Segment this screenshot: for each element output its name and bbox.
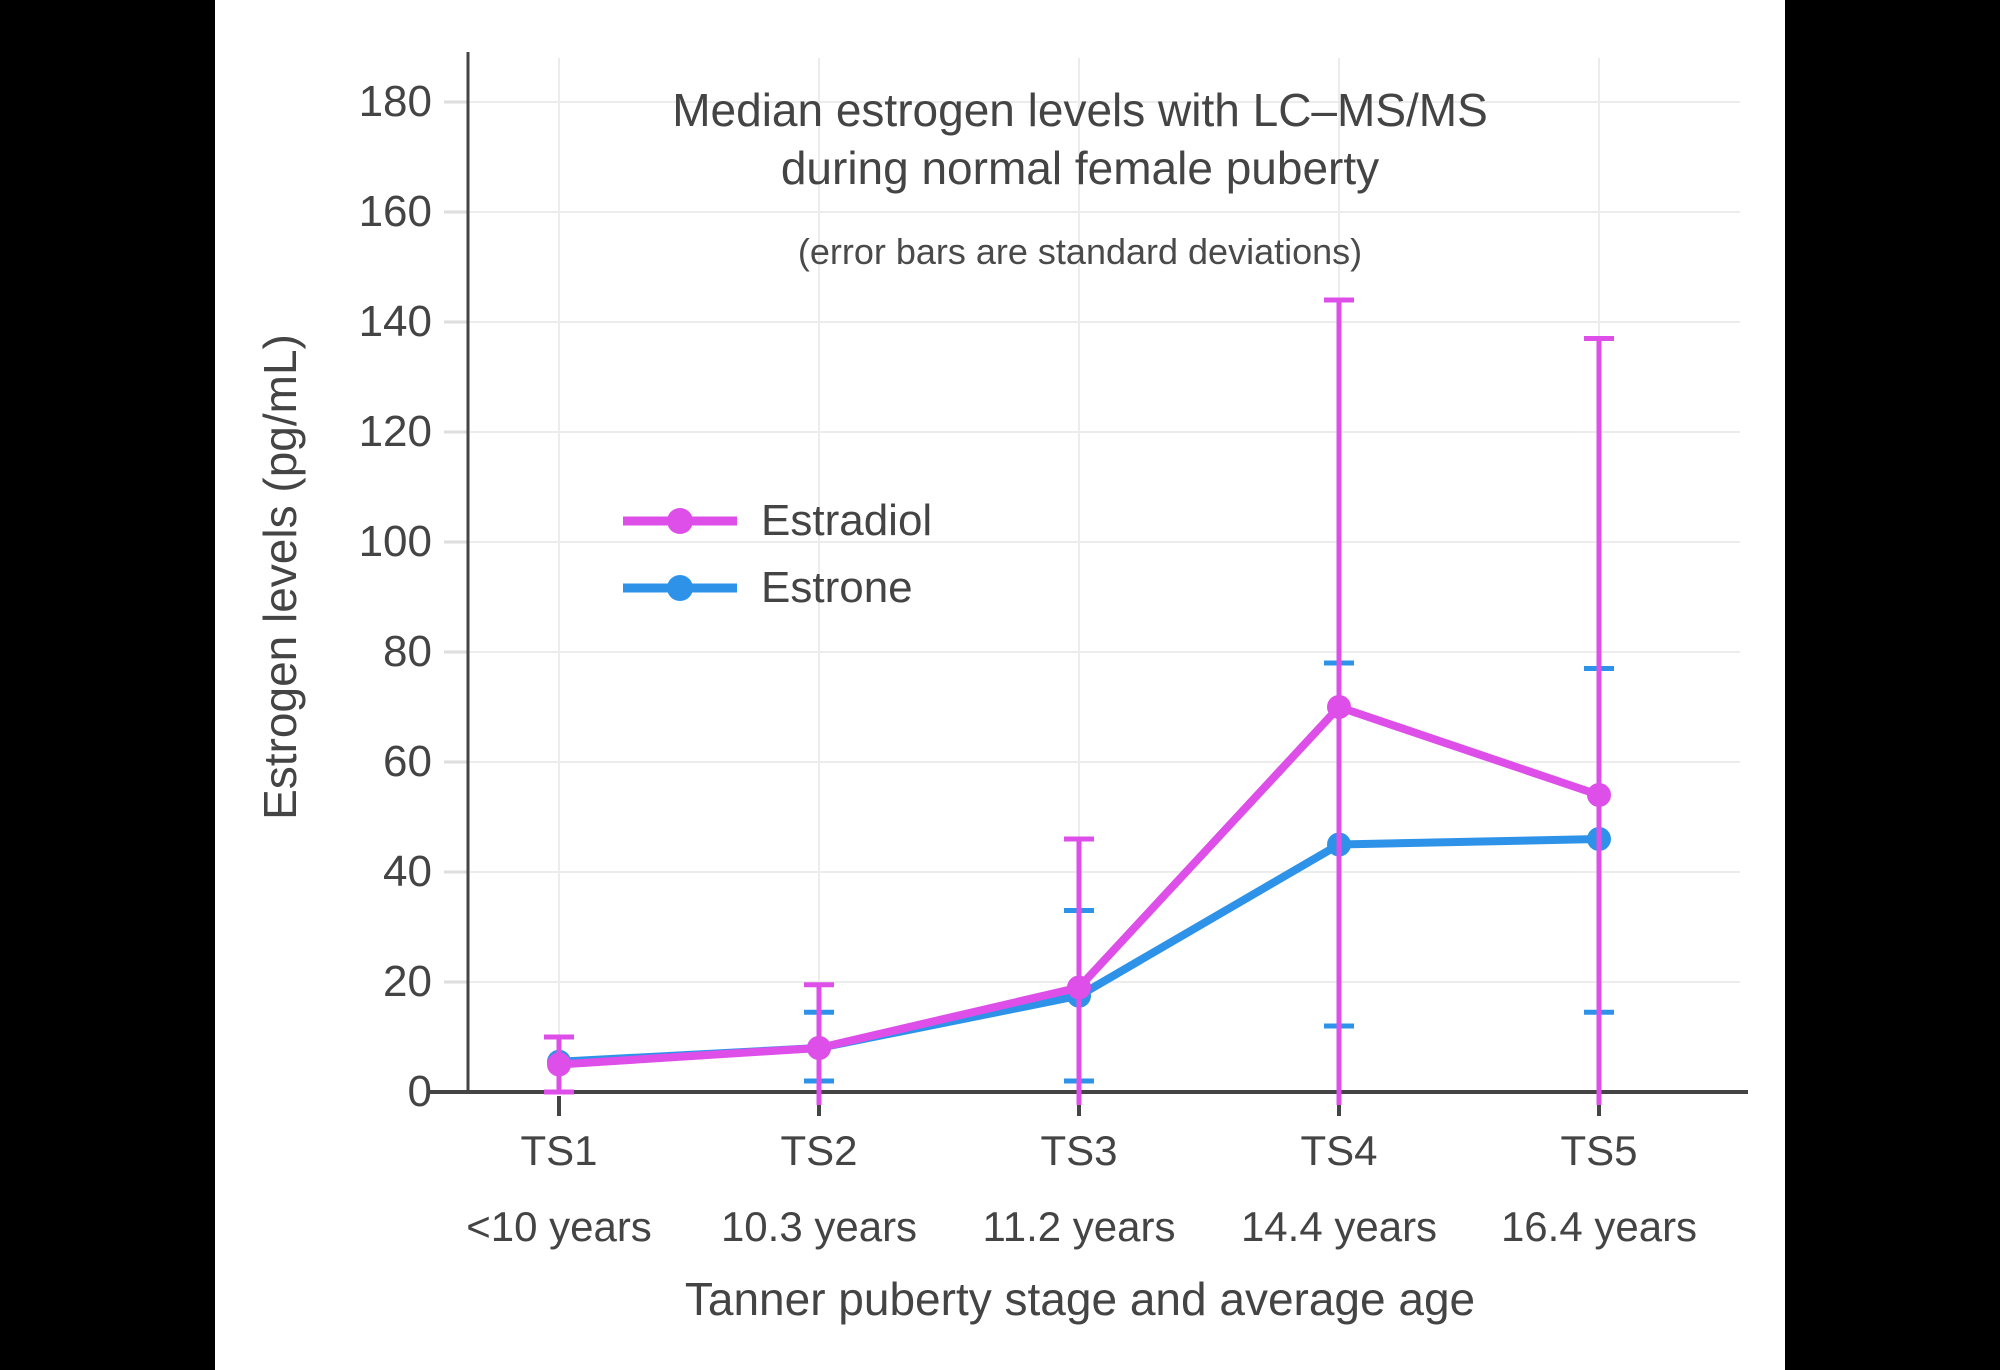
- chart-title-line2: during normal female puberty: [780, 142, 1380, 194]
- y-tick-label: 180: [358, 77, 432, 126]
- legend-marker-dot: [667, 508, 693, 534]
- y-tick-label: 0: [407, 1067, 432, 1116]
- chart-title-line1: Median estrogen levels with LC–MS/MS: [672, 84, 1488, 136]
- x-age-label: 16.4 years: [1500, 1203, 1698, 1250]
- x-axis-title: Tanner puberty stage and average age: [684, 1273, 1476, 1325]
- y-tick-label: 60: [383, 737, 432, 786]
- x-category-label: TS1: [520, 1127, 598, 1174]
- chart-subtitle: (error bars are standard deviations): [797, 231, 1363, 272]
- x-age-label: 11.2 years: [982, 1203, 1176, 1250]
- x-age-label: <10 years: [466, 1203, 652, 1250]
- y-tick-label: 140: [358, 297, 432, 346]
- x-category-label: TS2: [780, 1127, 858, 1174]
- legend-item-estradiol: Estradiol: [623, 496, 932, 546]
- y-tick-label: 80: [383, 627, 432, 676]
- estradiol-legend-swatch: [623, 508, 737, 534]
- legend-label: Estrone: [761, 563, 913, 612]
- legend-marker-dot: [667, 575, 693, 601]
- x-age-label: 10.3 years: [720, 1203, 918, 1250]
- estrone-legend-swatch: [623, 575, 737, 601]
- y-tick-label: 120: [358, 407, 432, 456]
- estradiol-marker: [547, 1052, 571, 1077]
- x-category-label: TS5: [1560, 1127, 1638, 1174]
- estradiol-marker: [1067, 975, 1091, 1000]
- x-category-label: TS3: [1040, 1127, 1118, 1174]
- estradiol-marker: [807, 1036, 831, 1060]
- y-tick-label: 100: [358, 517, 432, 566]
- y-tick-label: 160: [358, 187, 432, 236]
- legend-item-estrone: Estrone: [623, 563, 913, 613]
- x-age-label: 14.4 years: [1240, 1203, 1438, 1250]
- y-tick-label: 40: [383, 847, 432, 896]
- y-tick-label: 20: [383, 957, 432, 1006]
- x-category-label: TS4: [1300, 1127, 1378, 1174]
- chart-image-canvas: [215, 0, 1785, 1370]
- legend-label: Estradiol: [761, 496, 933, 545]
